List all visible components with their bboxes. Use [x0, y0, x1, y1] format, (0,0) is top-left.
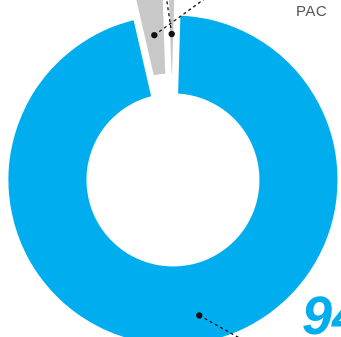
- main-slice-value-label: 94: [302, 286, 341, 337]
- slice-label-fragment: PAC: [296, 3, 327, 20]
- leader-line-0: [198, 314, 239, 337]
- leader-lines: [151, 0, 239, 337]
- leader-dot-1: [151, 31, 158, 39]
- leader-dot-2: [168, 30, 175, 38]
- donut-slices: [3, 0, 341, 337]
- donut-slice-0: [3, 10, 341, 337]
- leader-dot-0: [196, 312, 203, 319]
- leader-line-2: [166, 0, 173, 35]
- donut-slice-2: [164, 0, 180, 79]
